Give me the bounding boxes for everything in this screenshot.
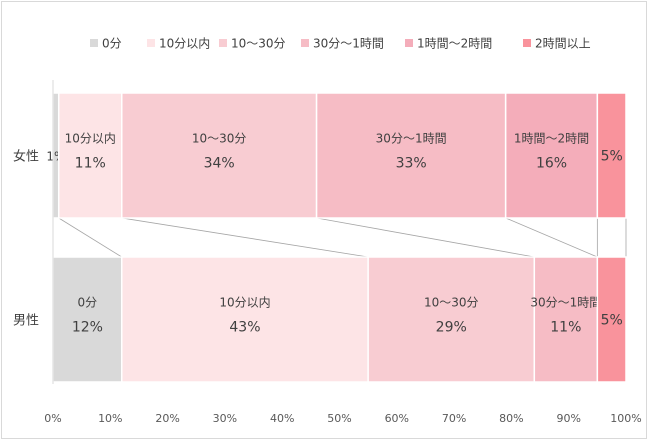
data-label-series: 10〜30分 (192, 132, 247, 146)
series-line (121, 217, 369, 258)
data-label-series: 1時間〜2時間 (514, 132, 589, 146)
bar-segment (533, 256, 599, 383)
data-label-series: 30分〜1時間 (530, 296, 601, 310)
legend-label: 10分以内 (159, 37, 210, 51)
data-label-series: 0分 (78, 296, 98, 310)
x-tick-label: 40% (270, 412, 294, 425)
data-label-series: 10〜30分 (424, 296, 479, 310)
bar-segment (596, 256, 627, 383)
data-label-value: 43% (229, 320, 260, 336)
x-tick-label: 10% (98, 412, 122, 425)
x-tick-label: 20% (155, 412, 179, 425)
category-label: 男性 (13, 314, 39, 329)
x-axis: 0% 10% 20% 30% 40% 50% 60% 70% 80% 90% 100% (44, 80, 642, 425)
bar-segment (504, 92, 599, 219)
legend-label: 1時間〜2時間 (417, 37, 492, 51)
bar-segment (57, 92, 123, 219)
series-line (316, 217, 535, 258)
data-label-value: 5% (601, 149, 623, 165)
legend-swatch (523, 39, 531, 47)
legend-swatch (90, 39, 98, 47)
data-label-value: 11% (75, 156, 106, 172)
legend-swatch (405, 39, 413, 47)
x-tick-label: 60% (385, 412, 409, 425)
bar-segment (367, 256, 536, 383)
bar-segment (596, 92, 627, 219)
legend-label: 0分 (102, 37, 122, 51)
category-label: 女性 (13, 149, 39, 165)
data-label-value: 33% (396, 156, 427, 172)
x-tick-label: 70% (442, 412, 466, 425)
data-label-series: 10分以内 (65, 132, 116, 146)
legend-label: 30分〜1時間 (313, 37, 384, 51)
data-label-value: 11% (550, 320, 581, 336)
legend: 0分 10分以内 10〜30分 30分〜1時間 1時間〜2時間 2時間以上 (90, 37, 591, 51)
legend-swatch (219, 39, 227, 47)
x-tick-label: 90% (556, 412, 580, 425)
data-label-value: 34% (204, 156, 235, 172)
x-tick-label: 30% (213, 412, 237, 425)
x-tick-label: 50% (327, 412, 351, 425)
x-tick-label: 80% (499, 412, 523, 425)
data-label-value: 16% (536, 156, 567, 172)
x-tick-label: 100% (610, 412, 641, 425)
data-label-series: 30分〜1時間 (376, 132, 447, 146)
series-lines (58, 217, 627, 258)
legend-swatch (147, 39, 155, 47)
data-label-value: 12% (72, 320, 103, 336)
data-label-value: 29% (436, 320, 467, 336)
data-label-value: 5% (601, 313, 623, 329)
x-tick-label: 0% (44, 412, 61, 425)
series-line (58, 217, 122, 258)
legend-label: 10〜30分 (231, 37, 286, 51)
legend-swatch (301, 39, 309, 47)
bar-segment (121, 256, 369, 383)
data-label-series: 10分以内 (219, 296, 270, 310)
series-line (505, 217, 598, 258)
legend-label: 2時間以上 (535, 37, 591, 51)
